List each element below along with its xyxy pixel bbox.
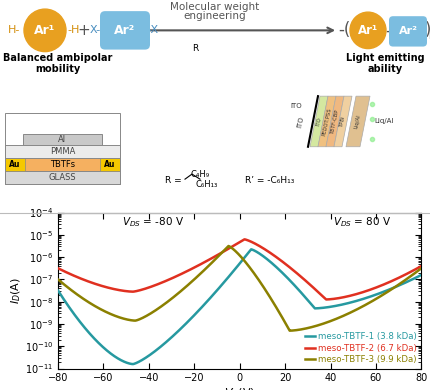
X-axis label: $V_G$(V): $V_G$(V): [224, 386, 255, 390]
Text: C₄H₉: C₄H₉: [190, 170, 209, 179]
Polygon shape: [326, 96, 344, 147]
Bar: [5, 171, 120, 184]
Text: -: -: [385, 21, 391, 39]
Bar: [23, 134, 102, 145]
Text: Ar¹: Ar¹: [34, 24, 55, 37]
Text: R =: R =: [165, 176, 181, 184]
Text: X-: X-: [89, 25, 101, 35]
Text: Al: Al: [58, 135, 67, 144]
Bar: [100, 158, 120, 171]
Text: engineering: engineering: [184, 11, 246, 21]
Y-axis label: $I_D$(A): $I_D$(A): [10, 277, 23, 304]
Text: GLASS: GLASS: [49, 173, 76, 182]
Text: Liq/Al: Liq/Al: [374, 119, 393, 124]
Text: Liq/Al: Liq/Al: [354, 114, 362, 129]
Text: TPBi: TPBi: [339, 115, 347, 128]
Text: -X: -X: [147, 25, 159, 35]
Text: R’ = -C₆H₁₃: R’ = -C₆H₁₃: [245, 176, 295, 184]
Text: PEDOT:PSS: PEDOT:PSS: [322, 107, 332, 136]
Polygon shape: [334, 96, 352, 147]
Text: PMMA: PMMA: [50, 147, 75, 156]
Text: ITO: ITO: [290, 103, 302, 109]
Text: Ar²: Ar²: [399, 27, 418, 36]
Text: Au: Au: [104, 160, 116, 169]
Bar: [5, 145, 120, 158]
Text: Ar¹: Ar¹: [358, 24, 378, 37]
Text: ITO: ITO: [316, 117, 322, 126]
Text: Light emitting
ability: Light emitting ability: [346, 53, 424, 74]
Text: H-: H-: [8, 25, 20, 35]
Bar: [5, 158, 25, 171]
Circle shape: [350, 12, 386, 49]
Text: Ar²: Ar²: [114, 24, 135, 37]
Circle shape: [24, 9, 66, 51]
Legend: meso-TBTF-1 (3.8 kDa), meso-TBTF-2 (6.7 kDa), meso-TBTF-3 (9.9 kDa): meso-TBTF-1 (3.8 kDa), meso-TBTF-2 (6.7 …: [304, 332, 417, 364]
FancyBboxPatch shape: [100, 11, 150, 50]
Text: -): -): [419, 21, 430, 39]
Text: TBTF-CBP: TBTF-CBP: [330, 108, 340, 135]
Polygon shape: [318, 96, 336, 147]
Text: $V_{DS}$ = -80 V: $V_{DS}$ = -80 V: [123, 215, 184, 229]
Text: R: R: [192, 44, 198, 53]
Polygon shape: [310, 96, 328, 147]
Text: +: +: [78, 23, 90, 38]
Text: -H: -H: [68, 25, 80, 35]
Text: Balanced ambipolar
mobility: Balanced ambipolar mobility: [3, 53, 113, 74]
Polygon shape: [346, 96, 370, 147]
FancyBboxPatch shape: [389, 16, 427, 46]
Text: Molecular weight: Molecular weight: [170, 2, 260, 12]
Text: n: n: [428, 32, 430, 41]
Text: -(: -(: [338, 21, 350, 39]
Bar: [5, 158, 120, 171]
Text: Au: Au: [9, 160, 21, 169]
Bar: [5, 113, 120, 184]
Text: TBTFs: TBTFs: [50, 160, 75, 169]
Text: $V_{DS}$ = 80 V: $V_{DS}$ = 80 V: [333, 215, 392, 229]
Text: ITO: ITO: [297, 115, 305, 128]
Text: C₆H₁₃: C₆H₁₃: [196, 180, 218, 189]
